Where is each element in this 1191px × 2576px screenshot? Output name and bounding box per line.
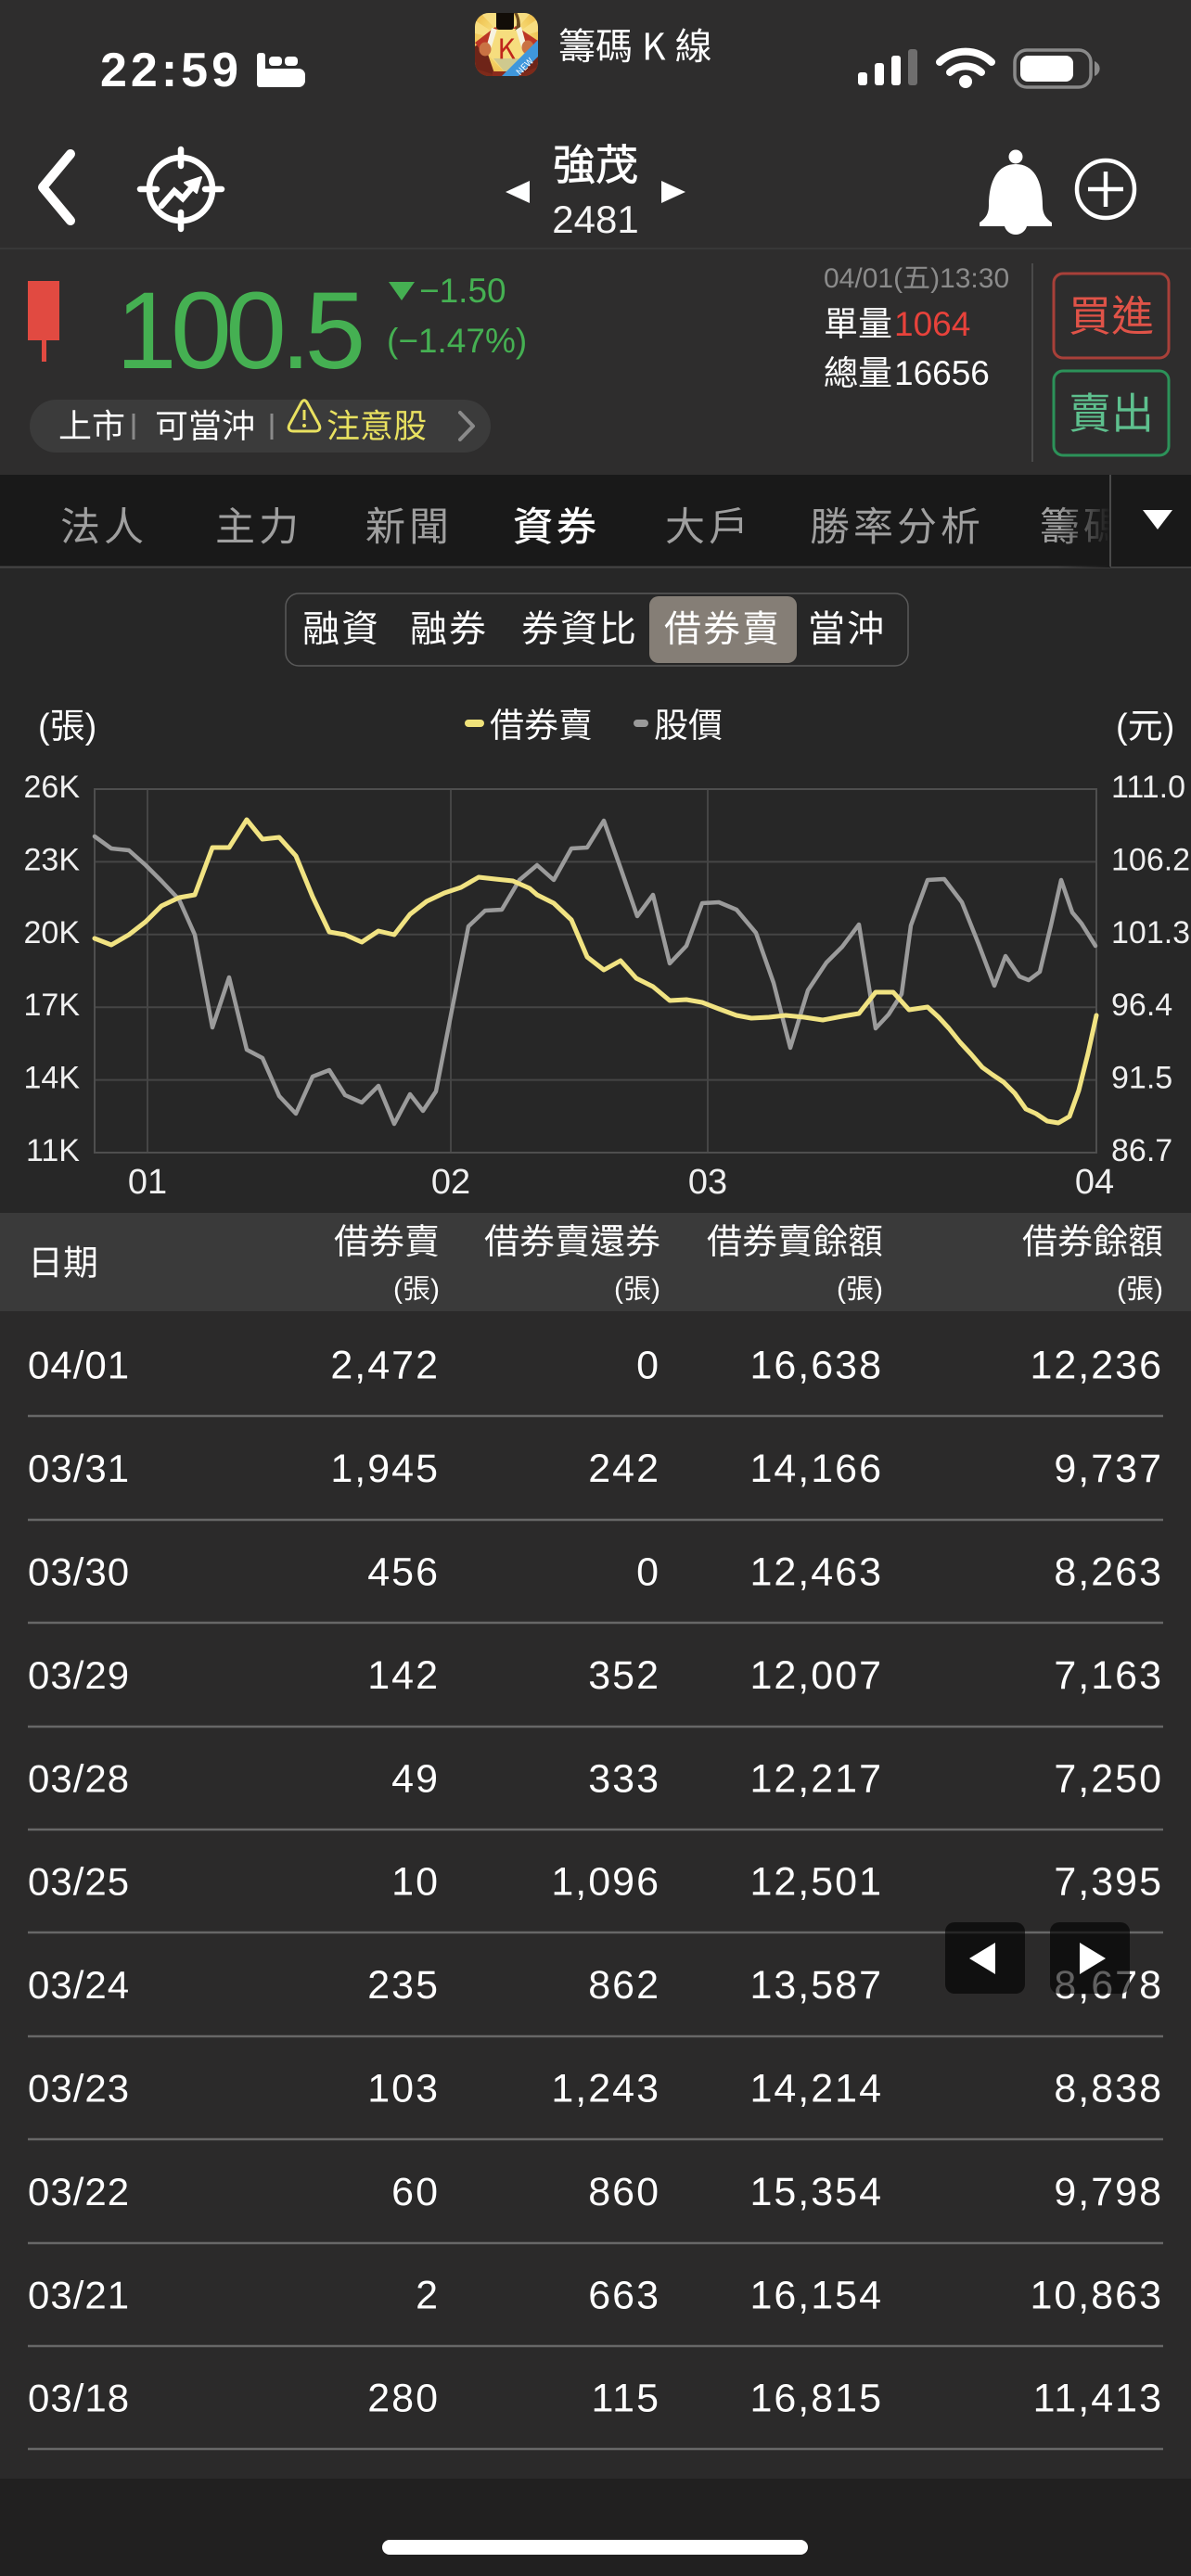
svg-text:862: 862	[588, 1963, 660, 2008]
svg-text:03/23: 03/23	[28, 2067, 130, 2111]
svg-text:03/25: 03/25	[28, 1860, 130, 1904]
svg-text:456: 456	[367, 1550, 440, 1595]
svg-text:115: 115	[591, 2377, 660, 2421]
svg-text:): )	[85, 708, 97, 746]
svg-text:04/01(: 04/01(	[824, 263, 903, 294]
svg-text:1064: 1064	[894, 305, 970, 343]
svg-text:−1.50: −1.50	[419, 272, 506, 310]
svg-text:16,815: 16,815	[749, 2377, 883, 2421]
svg-text:): )	[430, 1274, 440, 1305]
svg-text:01: 01	[128, 1163, 167, 1202]
svg-text:280: 280	[367, 2377, 440, 2421]
svg-text:9,737: 9,737	[1054, 1447, 1163, 1491]
svg-text:1,945: 1,945	[330, 1447, 440, 1491]
svg-text:8,263: 8,263	[1054, 1550, 1163, 1595]
svg-text:86.7: 86.7	[1111, 1133, 1172, 1168]
svg-text:2481: 2481	[552, 198, 638, 241]
svg-text:15,354: 15,354	[749, 2170, 883, 2214]
svg-text:(−1.47%): (−1.47%)	[387, 322, 527, 360]
svg-text:235: 235	[367, 1963, 440, 2008]
svg-text:7,395: 7,395	[1054, 1860, 1163, 1905]
svg-text:14,214: 14,214	[749, 2067, 883, 2111]
svg-text:242: 242	[588, 1447, 660, 1491]
svg-text:101.3: 101.3	[1111, 915, 1190, 950]
svg-text:03/21: 03/21	[28, 2273, 130, 2316]
svg-text:03: 03	[688, 1163, 727, 1202]
svg-text:12,463: 12,463	[749, 1550, 883, 1595]
svg-text:12,501: 12,501	[749, 1860, 883, 1905]
svg-text:03/31: 03/31	[28, 1447, 130, 1490]
svg-text:): )	[874, 1274, 883, 1305]
svg-text:(: (	[1117, 1274, 1126, 1305]
svg-text:333: 333	[588, 1756, 660, 1801]
svg-text:8,838: 8,838	[1054, 2067, 1163, 2111]
svg-text:11,413: 11,413	[1033, 2377, 1163, 2421]
svg-text:12,217: 12,217	[749, 1756, 883, 1801]
svg-text:22:59: 22:59	[100, 44, 242, 97]
svg-text:(: (	[837, 1274, 846, 1305]
svg-text:12,007: 12,007	[749, 1653, 883, 1698]
svg-text:0: 0	[636, 1344, 660, 1388]
svg-text:04: 04	[1075, 1163, 1114, 1202]
svg-text:14,166: 14,166	[749, 1447, 883, 1491]
svg-text:17K: 17K	[24, 988, 81, 1023]
svg-text:16,154: 16,154	[749, 2273, 883, 2317]
svg-text:60: 60	[391, 2170, 440, 2214]
svg-text:1,243: 1,243	[551, 2067, 660, 2111]
svg-text:(: (	[393, 1274, 403, 1305]
svg-text:(: (	[38, 708, 50, 746]
svg-text:16656: 16656	[894, 354, 990, 392]
svg-text:2: 2	[416, 2273, 440, 2317]
svg-text:10: 10	[391, 1860, 440, 1905]
svg-text:10,863: 10,863	[1030, 2273, 1163, 2317]
svg-text:(: (	[1116, 708, 1128, 746]
svg-text:111.0: 111.0	[1111, 770, 1185, 805]
svg-text:49: 49	[391, 1756, 440, 1801]
svg-text:02: 02	[431, 1163, 470, 1202]
svg-text:0: 0	[636, 1550, 660, 1595]
svg-text:2,472: 2,472	[330, 1344, 440, 1388]
svg-text:03/28: 03/28	[28, 1756, 130, 1800]
svg-text:96.4: 96.4	[1111, 988, 1172, 1023]
svg-text:23K: 23K	[24, 842, 81, 877]
svg-text:91.5: 91.5	[1111, 1061, 1172, 1096]
svg-text:106.2: 106.2	[1111, 842, 1190, 877]
svg-text:11K: 11K	[26, 1133, 80, 1168]
svg-text:03/22: 03/22	[28, 2170, 130, 2213]
svg-text:13,587: 13,587	[749, 1963, 883, 2008]
svg-text:142: 142	[367, 1653, 440, 1698]
svg-text:03/18: 03/18	[28, 2377, 130, 2420]
svg-text:26K: 26K	[24, 770, 81, 805]
svg-text:04/01: 04/01	[28, 1344, 130, 1387]
svg-text:103: 103	[367, 2067, 440, 2111]
svg-text:): )	[1154, 1274, 1163, 1305]
svg-text:20K: 20K	[24, 915, 81, 950]
svg-text:16,638: 16,638	[749, 1344, 883, 1388]
svg-text:9,798: 9,798	[1054, 2170, 1163, 2214]
svg-text:03/24: 03/24	[28, 1963, 130, 2007]
svg-text:): )	[1163, 708, 1175, 746]
svg-text:860: 860	[588, 2170, 660, 2214]
svg-text:12,236: 12,236	[1030, 1344, 1163, 1388]
svg-text:03/30: 03/30	[28, 1550, 130, 1594]
svg-text:352: 352	[588, 1653, 660, 1698]
svg-text:663: 663	[588, 2273, 660, 2317]
svg-text:(: (	[614, 1274, 623, 1305]
svg-text:100.5: 100.5	[116, 270, 362, 392]
svg-text:): )	[651, 1274, 660, 1305]
svg-text:7,163: 7,163	[1054, 1653, 1163, 1698]
svg-text:1,096: 1,096	[551, 1860, 660, 1905]
svg-text:)13:30: )13:30	[930, 263, 1009, 294]
svg-text:14K: 14K	[24, 1061, 81, 1096]
svg-text:7,250: 7,250	[1054, 1756, 1163, 1801]
svg-text:03/29: 03/29	[28, 1653, 130, 1697]
